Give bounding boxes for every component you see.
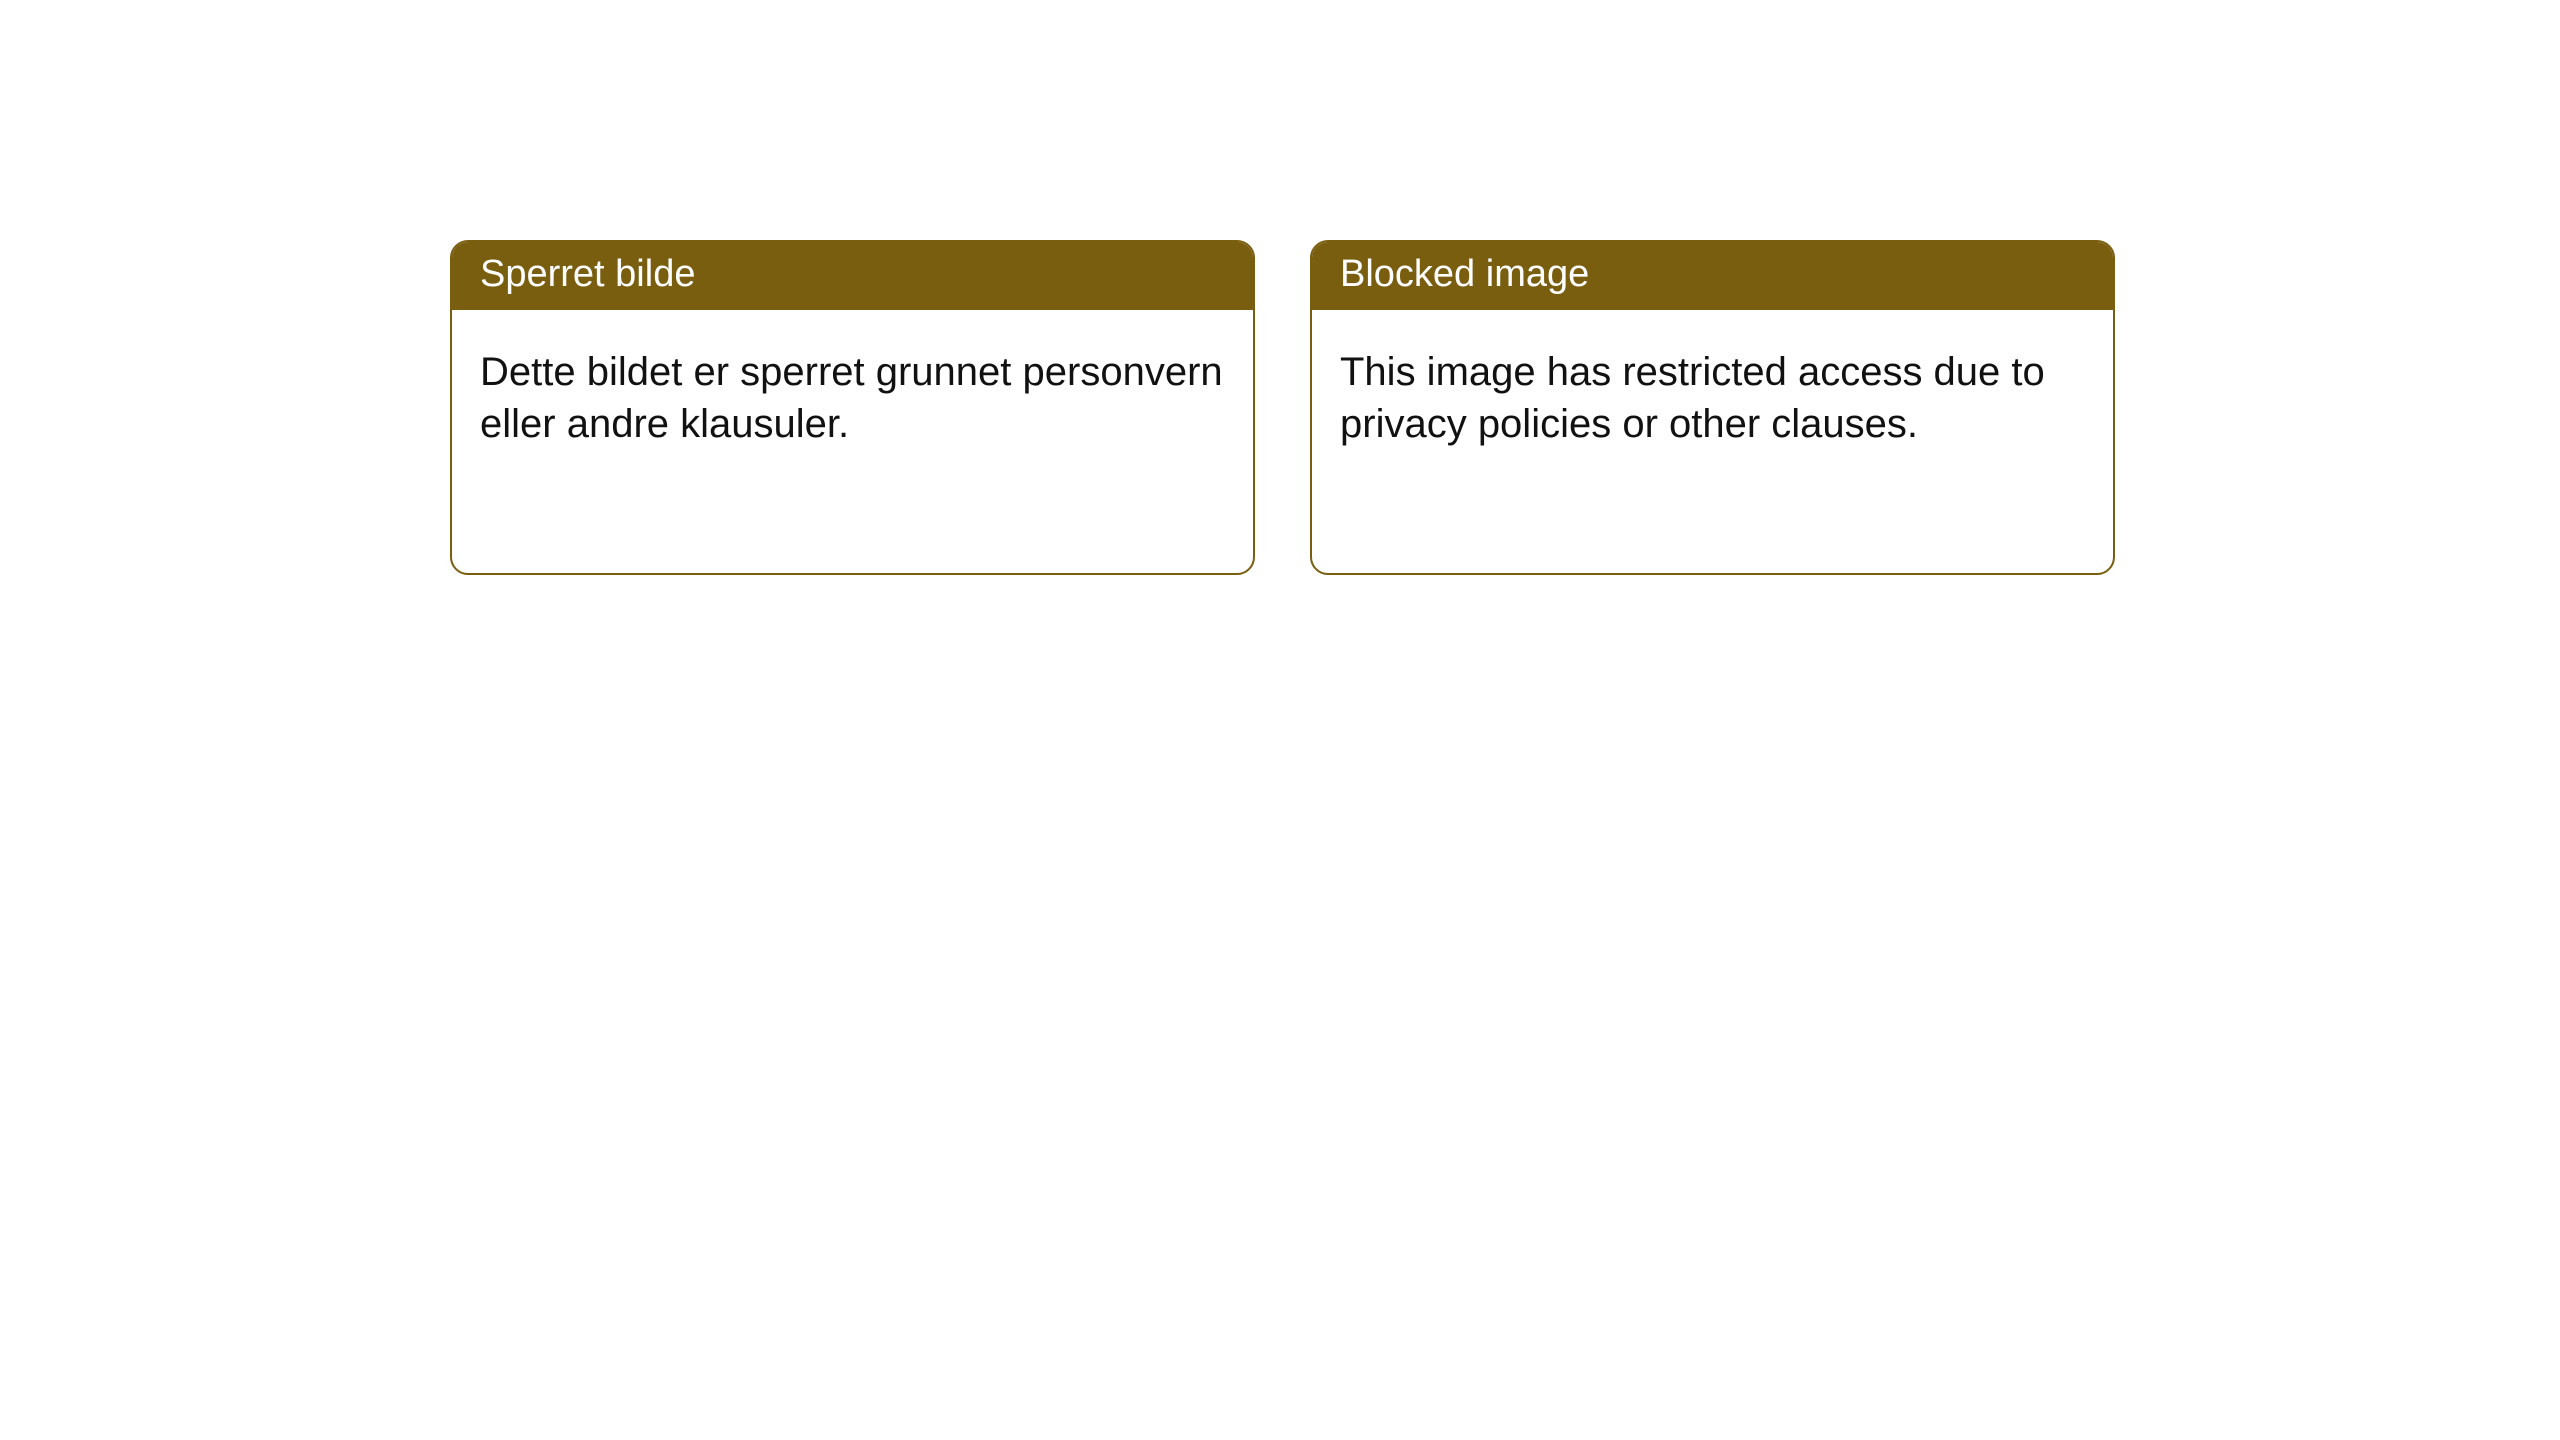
- notice-cards-container: Sperret bilde Dette bildet er sperret gr…: [450, 240, 2115, 575]
- notice-card-norwegian: Sperret bilde Dette bildet er sperret gr…: [450, 240, 1255, 575]
- notice-body-english: This image has restricted access due to …: [1312, 310, 2113, 486]
- notice-header-english: Blocked image: [1312, 242, 2113, 310]
- notice-body-norwegian: Dette bildet er sperret grunnet personve…: [452, 310, 1253, 486]
- notice-header-norwegian: Sperret bilde: [452, 242, 1253, 310]
- notice-card-english: Blocked image This image has restricted …: [1310, 240, 2115, 575]
